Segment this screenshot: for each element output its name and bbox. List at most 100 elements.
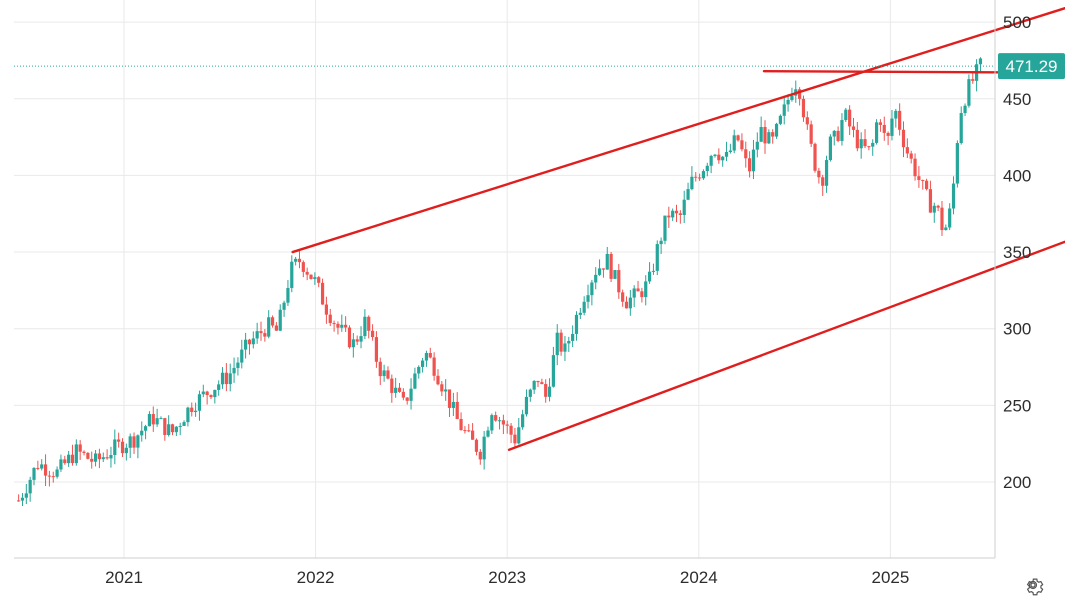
candle-body	[270, 317, 275, 326]
candle-body	[844, 109, 848, 121]
candle-body	[467, 430, 471, 432]
candle-body	[297, 258, 302, 263]
candle-body	[855, 129, 859, 149]
candle-body	[940, 207, 944, 231]
candle-body	[447, 389, 452, 408]
candle-body	[759, 127, 763, 142]
candle-body	[809, 124, 813, 144]
candle-body	[224, 372, 228, 385]
candle-body	[547, 386, 552, 397]
candle-body	[482, 436, 486, 460]
last-price-box	[998, 53, 1065, 80]
candle-body	[517, 427, 521, 444]
candle-body	[555, 332, 559, 356]
candle-body	[736, 135, 740, 141]
candle-body	[413, 373, 417, 389]
candle-body	[878, 122, 883, 125]
candle-body	[136, 435, 140, 448]
candle-body	[313, 277, 317, 279]
candle-body	[505, 424, 509, 426]
candle-body	[971, 79, 975, 81]
candle-body	[151, 414, 155, 425]
candle-body	[378, 361, 382, 377]
candle-body	[836, 130, 840, 141]
candle-body	[851, 126, 856, 130]
candle-body	[355, 339, 359, 342]
candle-body	[609, 253, 613, 279]
candle-body	[17, 500, 21, 502]
candle-body	[117, 439, 121, 442]
candle-body	[43, 464, 48, 476]
candle-body	[605, 253, 609, 270]
candle-body	[105, 457, 109, 459]
candle-body	[874, 122, 879, 143]
candle-body	[320, 282, 325, 305]
candle-body	[597, 268, 602, 275]
candle-body	[251, 338, 255, 345]
candle-body	[701, 171, 706, 179]
candle-body	[501, 420, 505, 425]
candle-body	[647, 271, 652, 282]
candle-body	[340, 324, 344, 328]
candle-body	[967, 79, 971, 106]
candle-body	[713, 154, 717, 156]
candle-body	[644, 281, 648, 298]
candle-body	[113, 439, 117, 455]
candle-body	[347, 327, 352, 348]
candle-body	[898, 110, 902, 130]
candle-body	[82, 451, 86, 453]
candle-body	[332, 323, 336, 325]
candle-body	[236, 362, 240, 368]
candle-body	[351, 339, 355, 348]
candle-body	[24, 493, 28, 498]
candle-body	[697, 177, 702, 179]
candle-body	[217, 384, 221, 390]
candle-body	[721, 156, 725, 161]
candle-body	[397, 387, 402, 392]
candle-body	[824, 160, 829, 186]
candle-body	[944, 227, 948, 231]
candle-body	[928, 189, 933, 213]
candle-body	[267, 317, 271, 337]
candle-body	[540, 382, 544, 385]
candle-body	[694, 176, 698, 178]
candle-body	[170, 424, 175, 433]
candle-body	[390, 378, 394, 393]
candle-body	[101, 457, 105, 460]
candle-body	[59, 459, 63, 470]
candle-body	[705, 165, 709, 172]
candle-body	[551, 355, 555, 387]
candle-body	[451, 401, 455, 408]
candle-body	[755, 141, 759, 150]
candle-body	[709, 155, 713, 166]
candle-body	[509, 425, 513, 435]
candle-body	[190, 407, 194, 412]
y-tick-label: 400	[1003, 166, 1031, 185]
candle-body	[771, 132, 775, 137]
grid-layer	[14, 0, 995, 558]
candle-body	[209, 395, 213, 398]
candle-body	[159, 418, 163, 420]
candle-body	[232, 367, 236, 374]
candle-body	[632, 288, 636, 298]
candle-body	[359, 336, 363, 342]
candle-body	[659, 240, 663, 245]
candle-body	[401, 391, 405, 398]
candle-body	[813, 143, 817, 171]
candle-body	[728, 150, 732, 153]
candle-body	[78, 444, 82, 452]
candle-body	[640, 291, 644, 298]
candle-body	[305, 271, 309, 275]
candle-body	[147, 414, 152, 427]
candle-body	[40, 464, 44, 469]
candle-body	[921, 179, 925, 181]
candle-body	[128, 436, 132, 448]
candle-body	[155, 418, 159, 425]
gear-icon[interactable]	[1022, 574, 1044, 596]
candle-body	[374, 337, 379, 362]
candle-body	[690, 176, 694, 190]
candle-body	[948, 208, 952, 228]
candle-body	[563, 343, 567, 352]
candle-body	[582, 301, 586, 313]
candle-body	[621, 292, 625, 302]
